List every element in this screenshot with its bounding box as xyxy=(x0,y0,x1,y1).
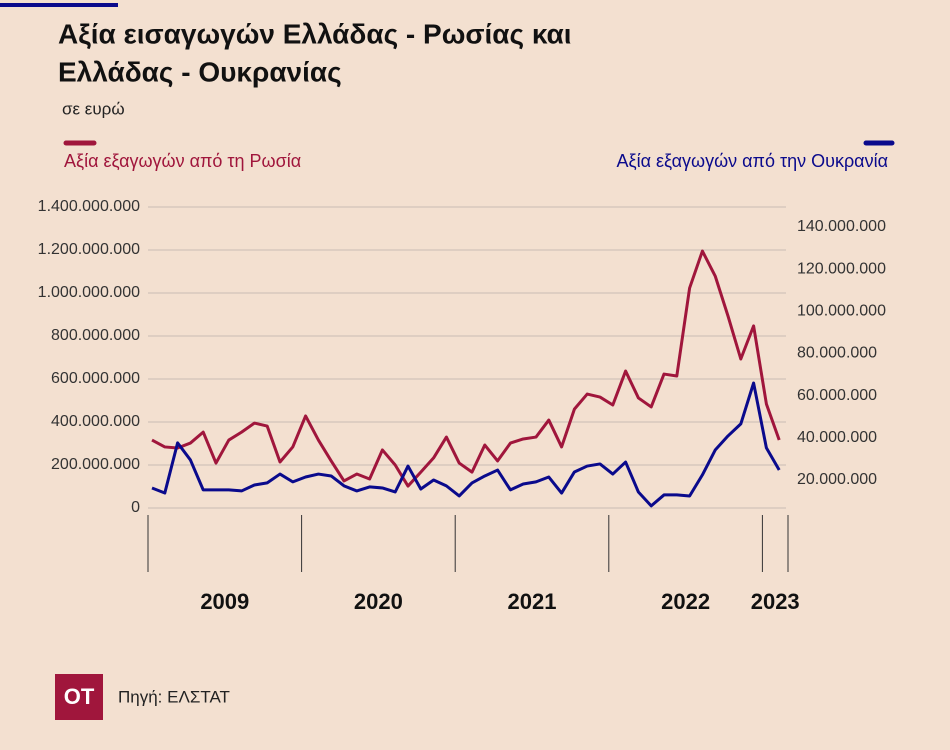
y-tick-label: 1.200.000.000 xyxy=(38,241,140,258)
y2-tick-label: 60.000.000 xyxy=(797,387,877,404)
year-label: 2022 xyxy=(661,589,710,614)
chart-title: Ελλάδας - Ουκρανίας xyxy=(58,56,342,87)
y2-tick-label: 20.000.000 xyxy=(797,471,877,488)
y-tick-label: 1.400.000.000 xyxy=(38,198,140,215)
year-label: 2021 xyxy=(508,589,557,614)
y-tick-label: 200.000.000 xyxy=(51,456,140,473)
series-line xyxy=(151,249,781,488)
year-label: 2009 xyxy=(200,589,249,614)
y-tick-label: 400.000.000 xyxy=(51,413,140,430)
year-label: 2020 xyxy=(354,589,403,614)
legend-label: Αξία εξαγωγών από την Ουκρανία xyxy=(617,151,888,171)
y-tick-label: 0 xyxy=(131,499,140,516)
subtitle: σε ευρώ xyxy=(62,99,125,118)
y2-tick-label: 140.000.000 xyxy=(797,218,886,235)
y2-tick-label: 100.000.000 xyxy=(797,303,886,320)
y-tick-label: 600.000.000 xyxy=(51,370,140,387)
y-tick-label: 800.000.000 xyxy=(51,327,140,344)
source: Πηγή: ΕΛΣΤΑΤ xyxy=(118,687,230,706)
y2-tick-label: 120.000.000 xyxy=(797,260,886,277)
series-line xyxy=(151,381,781,508)
y2-tick-label: 80.000.000 xyxy=(797,345,877,362)
chart-title: Αξία εισαγωγών Ελλάδας - Ρωσίας και xyxy=(58,18,572,49)
y-tick-label: 1.000.000.000 xyxy=(38,284,140,301)
legend-label: Αξία εξαγωγών από τη Ρωσία xyxy=(64,151,301,171)
year-label: 2023 xyxy=(751,589,800,614)
logo-box xyxy=(55,674,103,720)
logo: OT xyxy=(64,684,95,709)
y2-tick-label: 40.000.000 xyxy=(797,429,877,446)
